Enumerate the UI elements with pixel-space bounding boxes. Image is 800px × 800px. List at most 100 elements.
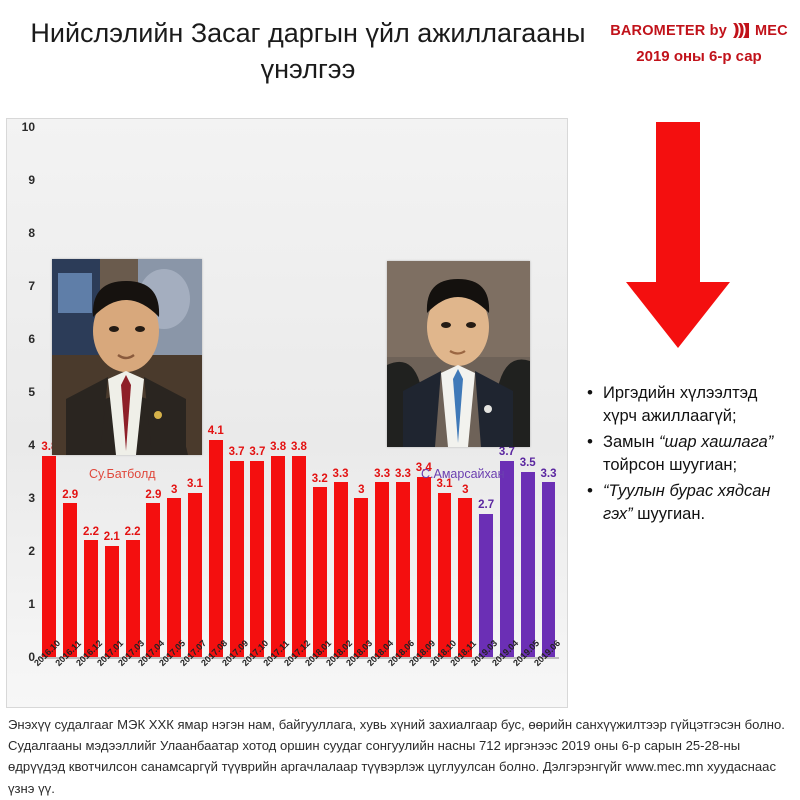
y-axis: 0 1 2 3 4 5 6 7 8 9 10 bbox=[7, 120, 37, 664]
x-label-slot: 2018.04 bbox=[365, 638, 395, 711]
x-axis-labels: 2016.10 2016.11 2016.12 2017.01 2017.03 2017.… bbox=[32, 638, 561, 711]
bar-value-label: 3.3 bbox=[374, 467, 391, 480]
bar-item[interactable]: 3.5 bbox=[518, 127, 537, 657]
bullet-text: Замын bbox=[603, 432, 660, 451]
logo-brand-prefix: BAROMETER by bbox=[610, 22, 727, 39]
bar-rect[interactable] bbox=[250, 460, 265, 657]
bar-item[interactable]: 2.9 bbox=[61, 127, 80, 657]
bar-rect[interactable] bbox=[437, 492, 452, 657]
bar-value-label: 3.7 bbox=[249, 446, 266, 459]
logo-period: 2019 оны 6-р сар bbox=[636, 48, 762, 65]
bar-item[interactable]: 3.1 bbox=[186, 127, 205, 657]
bar-value-label: 3 bbox=[170, 483, 178, 496]
bullet-item: Замын “шар хашлага” тойрсон шуугиан; bbox=[585, 430, 793, 478]
bar-value-label: 3.3 bbox=[332, 467, 349, 480]
bar-rect[interactable] bbox=[479, 513, 494, 657]
bar-rect[interactable] bbox=[292, 455, 306, 657]
bullet-text-emphasis: “шар хашлага” bbox=[659, 432, 774, 451]
bar-rect[interactable] bbox=[167, 498, 182, 657]
x-label-slot: 2017.03 bbox=[116, 638, 146, 711]
bar-item[interactable]: 3.7 bbox=[498, 127, 517, 657]
bar-rect[interactable] bbox=[63, 503, 78, 657]
bar-item[interactable]: 3.3 bbox=[539, 127, 558, 657]
bar-value-label: 3.3 bbox=[540, 467, 557, 480]
bar-value-label: 2.2 bbox=[124, 525, 141, 538]
bar-item[interactable]: 3.1 bbox=[435, 127, 454, 657]
x-label-slot: 2018.09 bbox=[407, 638, 437, 711]
bar-item[interactable]: 3.8 bbox=[269, 127, 288, 657]
bar-rect[interactable] bbox=[188, 492, 202, 657]
portrait-photo-batbold bbox=[52, 259, 202, 455]
bar-rect[interactable] bbox=[146, 503, 161, 657]
bar-item[interactable]: 2.2 bbox=[123, 127, 142, 657]
x-label-slot: 2017.09 bbox=[220, 638, 250, 711]
bar-rect[interactable] bbox=[458, 498, 473, 657]
bar-item[interactable]: 4.1 bbox=[206, 127, 225, 657]
bar-item[interactable]: 3.7 bbox=[227, 127, 246, 657]
bar-rect[interactable] bbox=[354, 498, 369, 657]
bar-rect[interactable] bbox=[499, 460, 514, 657]
bar-value-label: 2.2 bbox=[82, 525, 99, 538]
barometer-logo-block: BAROMETER by MEC 2019 оны 6-р сар bbox=[604, 22, 794, 66]
bar-item[interactable]: 3.3 bbox=[331, 127, 350, 657]
bar-rect[interactable] bbox=[271, 455, 286, 657]
page-title: Нийслэлийн Засаг даргын үйл ажиллагааны … bbox=[30, 18, 586, 84]
x-label-slot: 2018.01 bbox=[303, 638, 333, 711]
bar-value-label: 3.8 bbox=[290, 441, 307, 454]
bar-item[interactable]: 3.8 bbox=[290, 127, 309, 657]
bullet-item: “Туулын бурас хядсан гэх” шуугиан. bbox=[585, 479, 793, 527]
bar-item[interactable]: 3.7 bbox=[248, 127, 267, 657]
bar-item[interactable]: 3.8 bbox=[40, 127, 59, 657]
bar-value-label: 3.8 bbox=[270, 441, 287, 454]
bar-rect[interactable] bbox=[84, 540, 98, 657]
bar-item[interactable]: 2.7 bbox=[477, 127, 496, 657]
footer-paragraph: Энэхүү судалгааг МЭК ХХК ямар нэгэн нам,… bbox=[8, 717, 785, 796]
logo-brand-line: BAROMETER by MEC bbox=[604, 22, 794, 39]
bar-rect[interactable] bbox=[375, 482, 390, 657]
bar-rect[interactable] bbox=[541, 482, 556, 657]
bullet-text-emphasis: “Туулын бурас хядсан гэх” bbox=[603, 481, 771, 524]
bar-rect[interactable] bbox=[229, 460, 244, 657]
bar-value-label: 3.1 bbox=[186, 478, 203, 491]
bar-rect[interactable] bbox=[208, 439, 223, 657]
x-label-slot: 2017.11 bbox=[261, 638, 291, 711]
person-name-label-1: Су.Батболд bbox=[89, 467, 156, 481]
bar-rect[interactable] bbox=[395, 482, 410, 657]
bar-rect[interactable] bbox=[416, 476, 431, 657]
bar-value-label: 3.5 bbox=[519, 457, 536, 469]
y-axis-tick: 6 bbox=[28, 332, 35, 346]
x-label-slot: 2018.10 bbox=[428, 638, 458, 711]
down-arrow-icon bbox=[624, 122, 732, 348]
x-label-slot: 2019.05 bbox=[511, 638, 541, 711]
bar-value-label: 3 bbox=[462, 483, 469, 496]
bar-rect[interactable] bbox=[42, 455, 57, 657]
bar-item[interactable]: 3 bbox=[352, 127, 371, 657]
plot-area: 3.8 2.9 2.2 2.1 2.2 2.9 3 3.1 4.1 3.7 3.7 3.8 3.8 3.2… bbox=[39, 127, 559, 657]
portrait-photo-amarsaikhan bbox=[387, 261, 530, 447]
bar-value-label: 3.4 bbox=[415, 462, 432, 475]
bar-rect[interactable] bbox=[520, 471, 535, 657]
y-axis-tick: 7 bbox=[28, 279, 35, 293]
bullet-list: Иргэдийн хүлээлтэд хүрч ажиллаагүй;Замын… bbox=[585, 381, 793, 527]
bar-rect[interactable] bbox=[333, 482, 348, 657]
bar-item[interactable]: 2.9 bbox=[144, 127, 163, 657]
bar-item[interactable]: 2.2 bbox=[82, 127, 101, 657]
bar-item[interactable]: 3 bbox=[165, 127, 184, 657]
x-label-slot: 2017.05 bbox=[157, 638, 187, 711]
bar-item[interactable]: 3.3 bbox=[394, 127, 413, 657]
y-axis-tick: 2 bbox=[28, 544, 35, 558]
bar-value-label: 4.1 bbox=[207, 425, 224, 438]
bar-item[interactable]: 3.3 bbox=[373, 127, 392, 657]
key-findings-list: Иргэдийн хүлээлтэд хүрч ажиллаагүй;Замын… bbox=[585, 381, 793, 529]
bar-value-label: 3.2 bbox=[311, 472, 328, 485]
bullet-item: Иргэдийн хүлээлтэд хүрч ажиллаагүй; bbox=[585, 381, 793, 429]
x-label-slot: 2016.12 bbox=[74, 638, 104, 711]
bar-rect[interactable] bbox=[125, 540, 140, 657]
bar-item[interactable]: 3.4 bbox=[414, 127, 433, 657]
bar-rect[interactable] bbox=[312, 487, 327, 657]
bar-rect[interactable] bbox=[104, 545, 119, 657]
bar-item[interactable]: 3.2 bbox=[310, 127, 329, 657]
bar-item[interactable]: 2.1 bbox=[102, 127, 121, 657]
person-name-label-2: С.Амарсайхан bbox=[421, 467, 505, 481]
bar-item[interactable]: 3 bbox=[456, 127, 475, 657]
